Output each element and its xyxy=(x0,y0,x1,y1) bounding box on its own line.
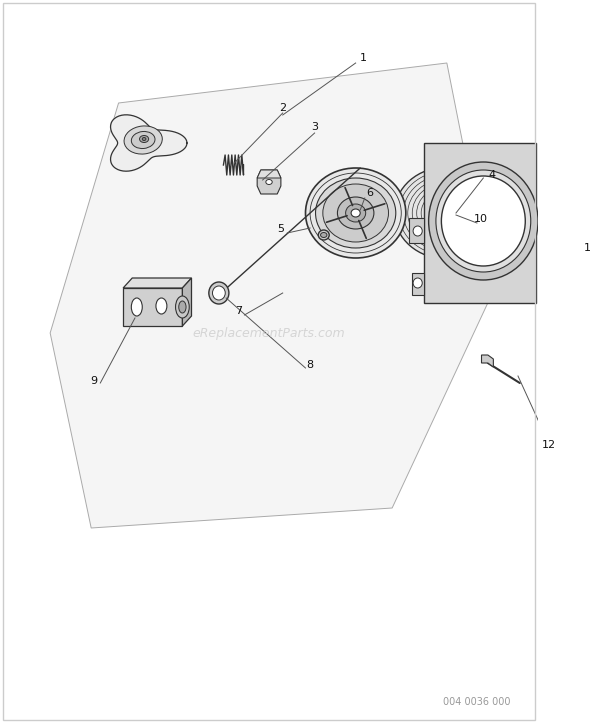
Polygon shape xyxy=(182,278,192,326)
Text: 7: 7 xyxy=(235,306,242,316)
Ellipse shape xyxy=(124,126,162,154)
Polygon shape xyxy=(257,170,281,178)
Text: 4: 4 xyxy=(489,170,496,180)
Ellipse shape xyxy=(351,209,360,217)
Ellipse shape xyxy=(212,286,225,300)
Text: 5: 5 xyxy=(277,224,284,234)
Ellipse shape xyxy=(441,176,525,266)
Text: 1: 1 xyxy=(359,53,366,63)
Ellipse shape xyxy=(413,226,422,236)
Ellipse shape xyxy=(306,168,406,258)
Text: 8: 8 xyxy=(306,360,314,370)
Ellipse shape xyxy=(142,137,146,140)
Ellipse shape xyxy=(179,301,186,313)
Text: 3: 3 xyxy=(311,122,318,132)
Ellipse shape xyxy=(323,184,388,242)
Polygon shape xyxy=(481,355,493,367)
Ellipse shape xyxy=(139,135,149,142)
Ellipse shape xyxy=(132,298,142,316)
Ellipse shape xyxy=(436,170,531,272)
Ellipse shape xyxy=(395,167,499,259)
Ellipse shape xyxy=(320,233,327,237)
Polygon shape xyxy=(424,143,536,303)
Ellipse shape xyxy=(266,179,272,184)
Ellipse shape xyxy=(316,178,396,248)
Text: 9: 9 xyxy=(90,376,97,386)
Polygon shape xyxy=(408,218,424,243)
Polygon shape xyxy=(257,170,281,194)
Text: 10: 10 xyxy=(474,214,487,224)
Ellipse shape xyxy=(176,296,189,318)
Polygon shape xyxy=(110,115,187,171)
Text: 004 0036 000: 004 0036 000 xyxy=(443,697,511,707)
Polygon shape xyxy=(412,273,424,295)
Polygon shape xyxy=(123,288,182,326)
Text: 12: 12 xyxy=(542,440,556,450)
Ellipse shape xyxy=(318,230,329,240)
Polygon shape xyxy=(123,278,192,288)
Ellipse shape xyxy=(132,132,155,148)
Text: 6: 6 xyxy=(366,188,373,198)
Text: eReplacementParts.com: eReplacementParts.com xyxy=(193,327,345,340)
Text: 2: 2 xyxy=(279,103,286,113)
Text: 11: 11 xyxy=(584,243,590,253)
Ellipse shape xyxy=(346,204,366,222)
Ellipse shape xyxy=(156,298,167,314)
Ellipse shape xyxy=(337,197,374,229)
Polygon shape xyxy=(50,63,493,528)
Ellipse shape xyxy=(209,282,229,304)
Ellipse shape xyxy=(413,278,422,288)
Ellipse shape xyxy=(428,162,538,280)
